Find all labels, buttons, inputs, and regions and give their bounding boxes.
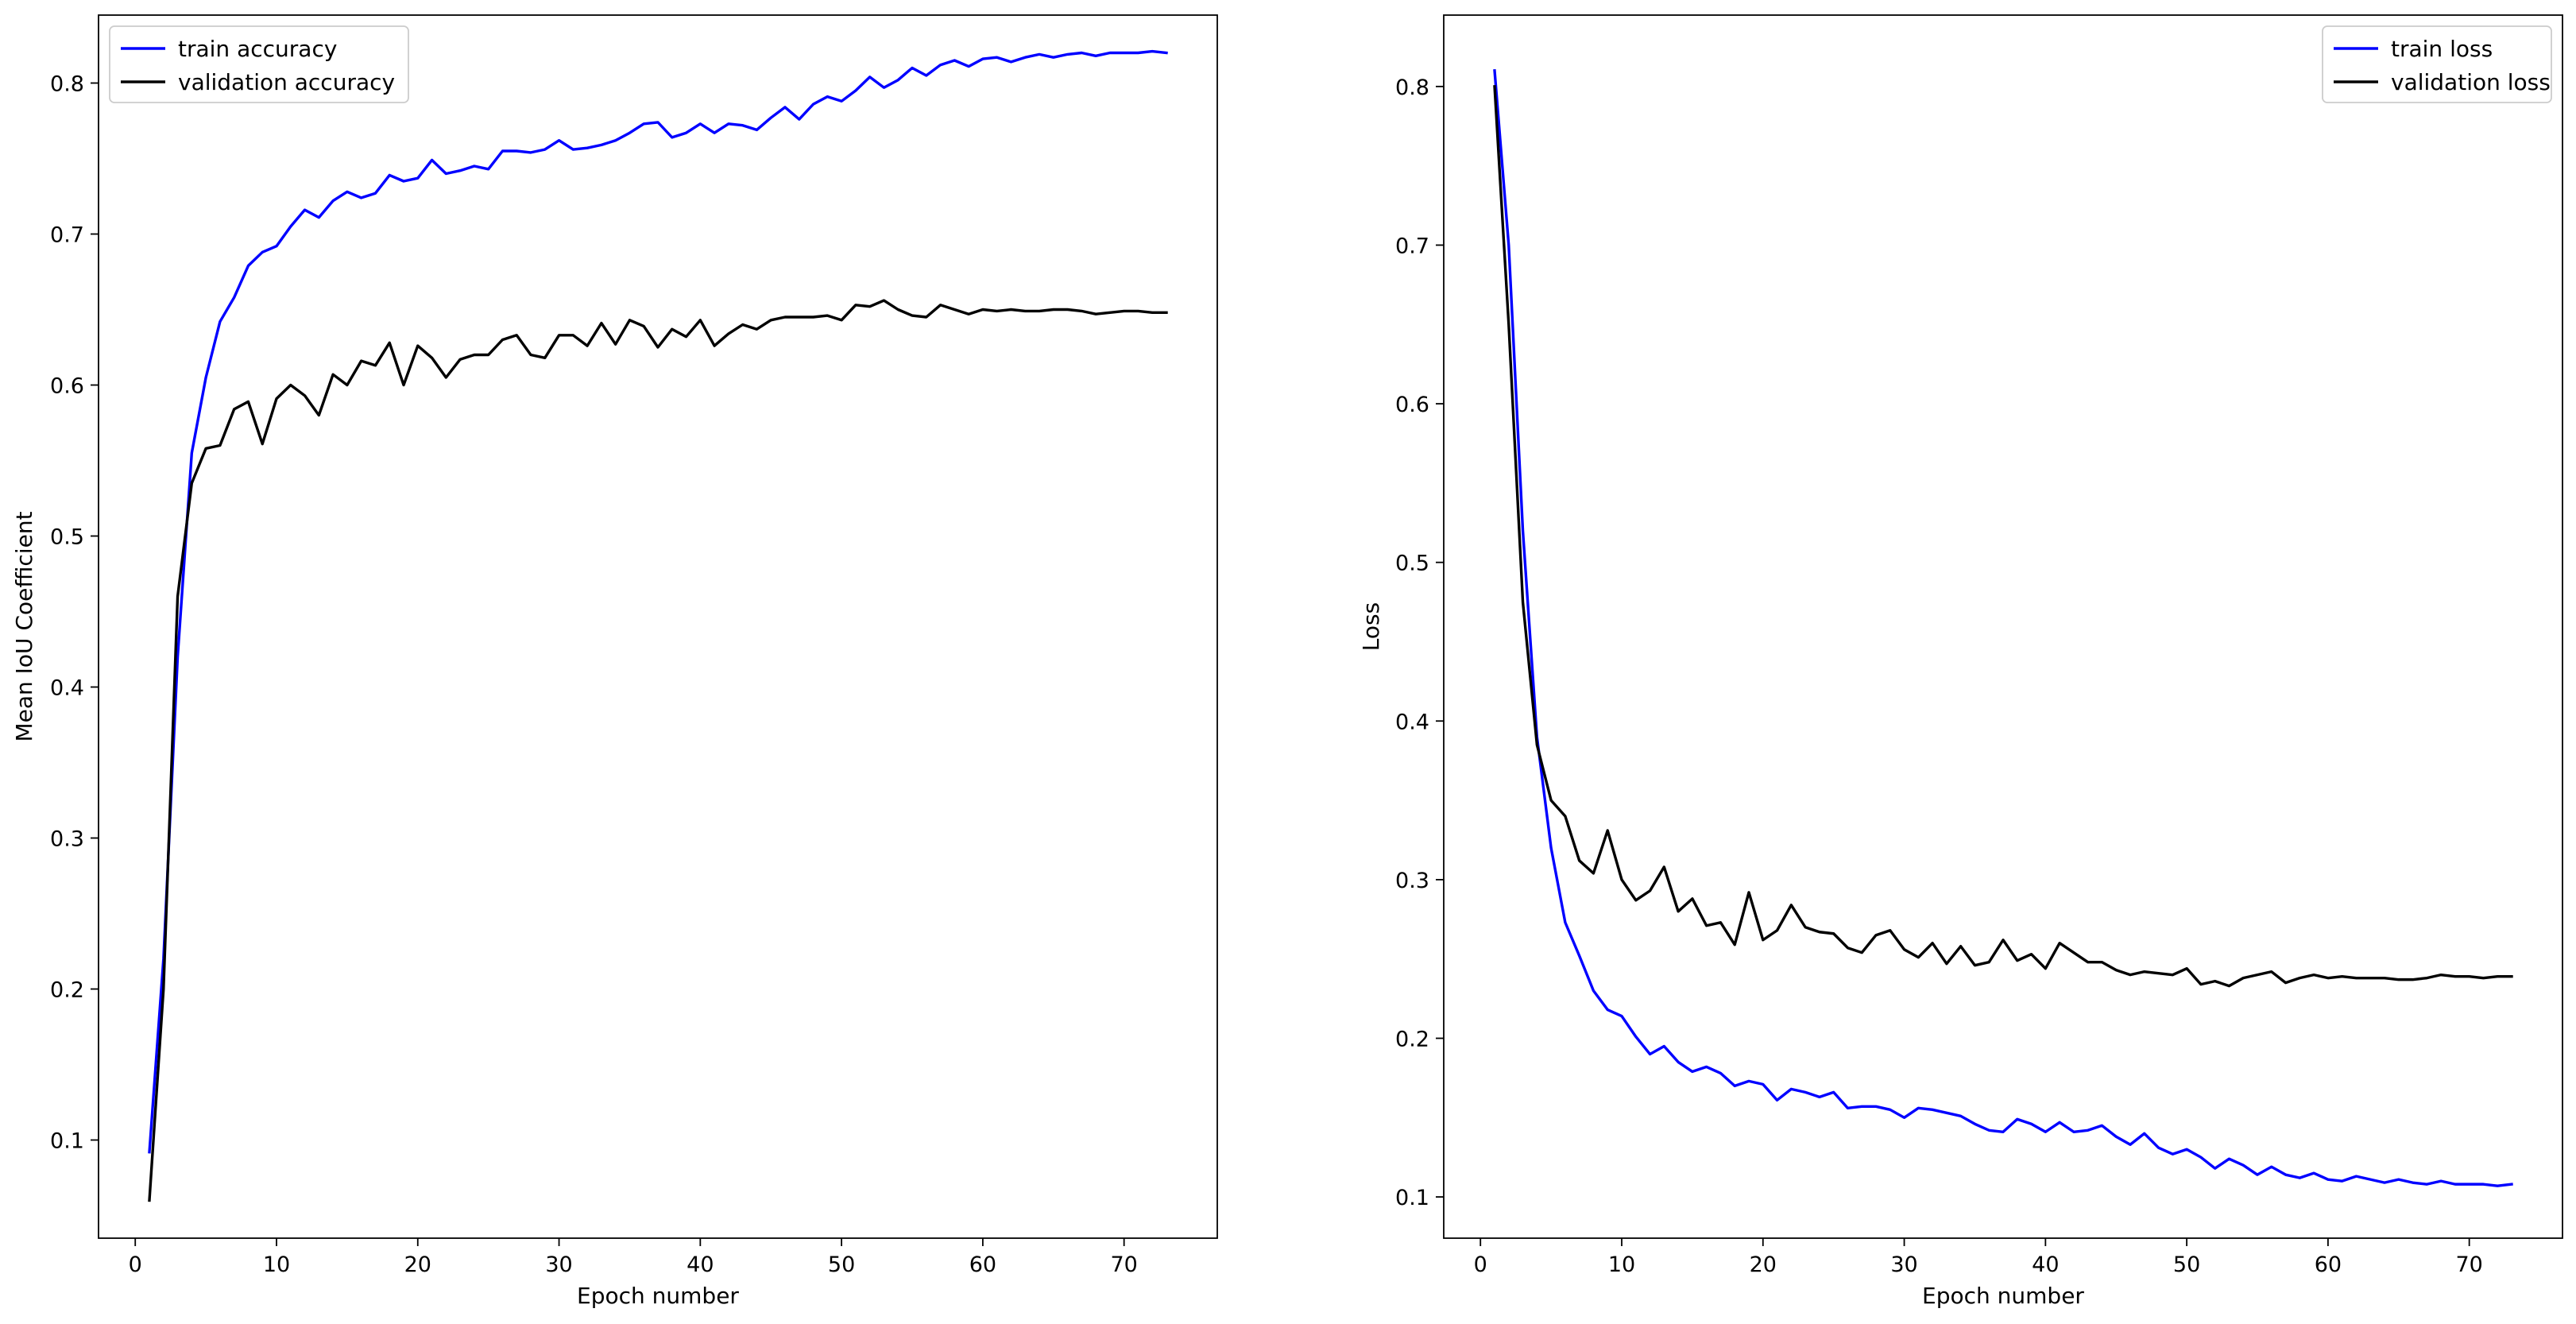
legend-label: train loss xyxy=(2391,36,2493,62)
x-tick-label: 70 xyxy=(1110,1252,1137,1277)
series-line-train-accuracy xyxy=(148,49,1168,1154)
x-axis-label: Epoch number xyxy=(1922,1283,2084,1309)
x-tick-label: 40 xyxy=(2032,1252,2059,1277)
series-line-validation-accuracy xyxy=(148,299,1168,1202)
y-tick-label: 0.6 xyxy=(50,374,84,399)
x-tick-label: 10 xyxy=(263,1252,290,1277)
legend: train accuracy validation accuracy xyxy=(109,25,409,103)
y-axis-label: Mean IoU Coefficient xyxy=(11,511,37,741)
y-tick-label: 0.4 xyxy=(1395,710,1429,734)
plot-frame xyxy=(1443,14,2563,1239)
x-axis-label: Epoch number xyxy=(577,1283,739,1309)
x-tick-label: 70 xyxy=(2455,1252,2482,1277)
y-tick-label: 0.8 xyxy=(50,72,84,97)
y-tick-label: 0.4 xyxy=(50,676,84,701)
y-tick-label: 0.5 xyxy=(1395,552,1429,576)
plot-frame xyxy=(98,14,1218,1239)
y-tick-label: 0.3 xyxy=(1395,869,1429,893)
x-tick-label: 50 xyxy=(828,1252,855,1277)
legend-box xyxy=(2322,25,2552,103)
x-tick-label: 0 xyxy=(129,1252,142,1277)
x-tick-label: 20 xyxy=(1750,1252,1777,1277)
y-tick-label: 0.7 xyxy=(50,223,84,248)
x-tick-label: 60 xyxy=(969,1252,996,1277)
y-tick-label: 0.5 xyxy=(50,525,84,550)
y-tick-label: 0.7 xyxy=(1395,234,1429,258)
x-tick-label: 30 xyxy=(1890,1252,1917,1277)
accuracy-chart: 0 10 20 30 40 50 60 70 0.1 0.2 0.3 0.4 0.5 0.6 0.7 0.8 E… xyxy=(11,14,1218,1309)
y-tick-label: 0.3 xyxy=(50,827,84,852)
y-tick-label: 0.2 xyxy=(50,978,84,1003)
loss-chart: 0 10 20 30 40 50 60 70 0.1 0.2 0.3 0.4 0.5 0.6 0.7 0.8 E… xyxy=(1358,14,2563,1309)
y-tick-label: 0.1 xyxy=(50,1129,84,1154)
series-line-train-loss xyxy=(1493,69,2513,1187)
x-tick-label: 40 xyxy=(687,1252,714,1277)
legend-label: train accuracy xyxy=(178,36,337,62)
y-tick-label: 0.6 xyxy=(1395,393,1429,417)
x-tick-label: 0 xyxy=(1474,1252,1487,1277)
legend-label: validation loss xyxy=(2391,69,2551,95)
legend-label: validation accuracy xyxy=(178,69,395,95)
x-tick-label: 60 xyxy=(2315,1252,2342,1277)
y-tick-label: 0.8 xyxy=(1395,75,1429,100)
series-line-validation-loss xyxy=(1493,85,2513,988)
y-tick-label: 0.1 xyxy=(1395,1186,1429,1210)
x-tick-label: 20 xyxy=(404,1252,431,1277)
x-tick-label: 50 xyxy=(2173,1252,2200,1277)
legend: train loss validation loss xyxy=(2322,25,2552,103)
y-tick-label: 0.2 xyxy=(1395,1027,1429,1051)
x-tick-label: 30 xyxy=(545,1252,572,1277)
y-axis-label: Loss xyxy=(1358,602,1384,651)
x-tick-label: 10 xyxy=(1608,1252,1635,1277)
legend-box xyxy=(109,25,409,103)
